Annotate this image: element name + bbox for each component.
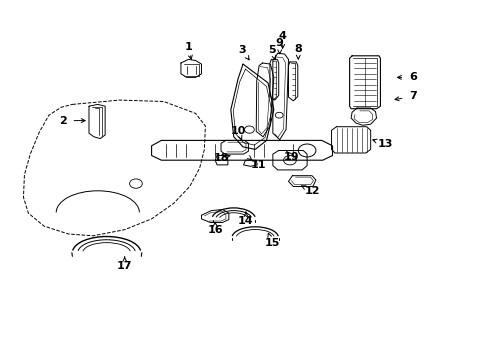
- Text: 8: 8: [294, 44, 302, 54]
- Text: 16: 16: [207, 225, 223, 235]
- Text: 19: 19: [283, 152, 299, 162]
- Text: 2: 2: [59, 116, 66, 126]
- Text: 11: 11: [250, 160, 265, 170]
- Text: 5: 5: [267, 45, 275, 55]
- Text: 14: 14: [238, 216, 253, 226]
- Text: 15: 15: [264, 238, 279, 248]
- Text: 4: 4: [278, 31, 286, 41]
- Text: 18: 18: [213, 153, 229, 163]
- Text: 7: 7: [408, 91, 416, 102]
- Text: 9: 9: [275, 38, 283, 48]
- Text: 17: 17: [117, 261, 132, 271]
- Text: 3: 3: [238, 45, 246, 55]
- Text: 10: 10: [230, 126, 245, 136]
- Text: 13: 13: [377, 139, 392, 149]
- Text: 1: 1: [184, 42, 192, 52]
- Text: 6: 6: [408, 72, 416, 82]
- Text: 12: 12: [304, 186, 319, 196]
